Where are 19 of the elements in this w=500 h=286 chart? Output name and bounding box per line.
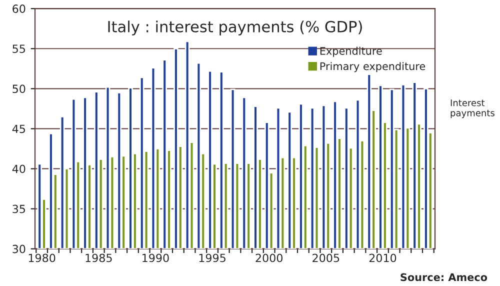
y-tick-label: 55 [12, 44, 25, 53]
text: Italy : interest payments (% GDP) [108, 20, 362, 36]
y-tick-label: 30 [12, 244, 26, 254]
x-tick-label: 1985 [86, 254, 112, 262]
y-tick-label: 35 [12, 204, 25, 214]
x-tick-label: 1990 [142, 254, 169, 262]
x-tick-label: 1995 [199, 254, 226, 262]
y-tick-label: 40 [12, 164, 26, 174]
y-tick-label: 45 [12, 124, 25, 134]
legend-label: Expenditure [320, 46, 382, 57]
x-tick-label: 2000 [256, 254, 282, 262]
x-tick-label: 1980 [28, 254, 56, 262]
y-tick-label: 60 [12, 4, 26, 13]
x-tick-label: 2010 [369, 254, 396, 262]
x-tick-label: 2005 [312, 254, 340, 262]
legend-label: Primary expenditure [320, 62, 426, 72]
text: Interest payments [450, 100, 494, 118]
source-note: Source: Ameco [400, 273, 488, 282]
y-tick-label: 50 [12, 84, 26, 94]
